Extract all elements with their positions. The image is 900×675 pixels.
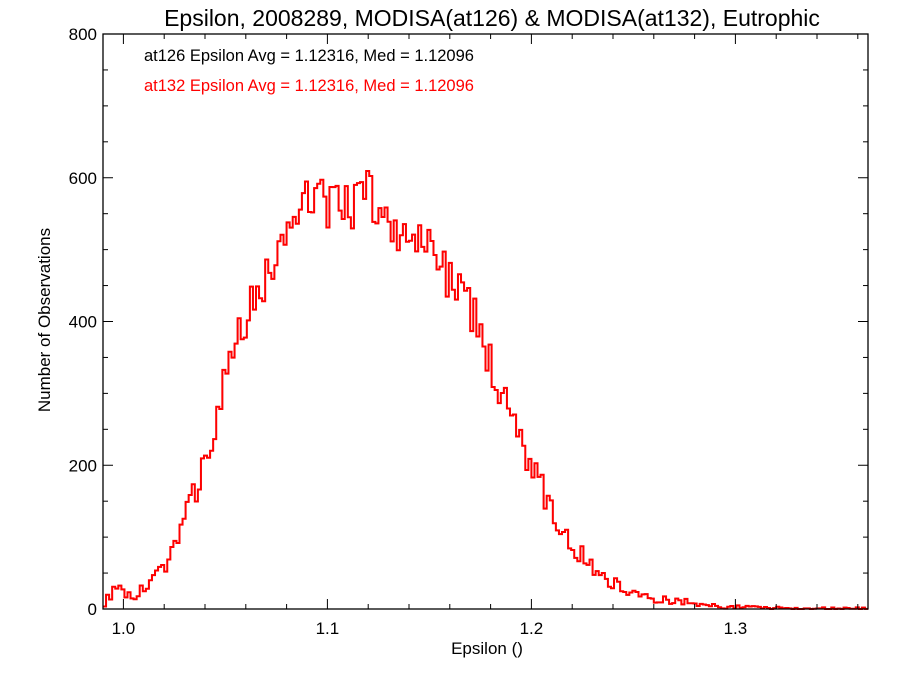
y-tick-label: 800: [69, 25, 97, 44]
x-tick-label: 1.0: [112, 619, 136, 638]
y-axis-label: Number of Observations: [35, 228, 54, 412]
y-tick-label: 200: [69, 456, 97, 475]
annotation-at126: at126 Epsilon Avg = 1.12316, Med = 1.120…: [144, 47, 474, 65]
annotation-at132: at132 Epsilon Avg = 1.12316, Med = 1.120…: [144, 77, 474, 95]
y-tick-label: 600: [69, 169, 97, 188]
x-axis-label: Epsilon (): [451, 639, 523, 658]
x-tick-label: 1.3: [724, 619, 748, 638]
x-tick-label: 1.2: [520, 619, 544, 638]
series-layer: [103, 170, 868, 610]
y-tick-label: 400: [69, 313, 97, 332]
y-axis-ticks: 0 200 400 600 800: [69, 25, 868, 619]
y-tick-label: 0: [88, 600, 97, 619]
chart-title: Epsilon, 2008289, MODISA(at126) & MODISA…: [164, 5, 820, 31]
histogram-series-at132: [103, 170, 868, 610]
x-axis-ticks: 1.0 1.1 1.2 1.3: [112, 34, 859, 638]
histogram-series-at126: [103, 170, 868, 610]
x-tick-label: 1.1: [316, 619, 340, 638]
plot-frame: [102, 33, 869, 610]
